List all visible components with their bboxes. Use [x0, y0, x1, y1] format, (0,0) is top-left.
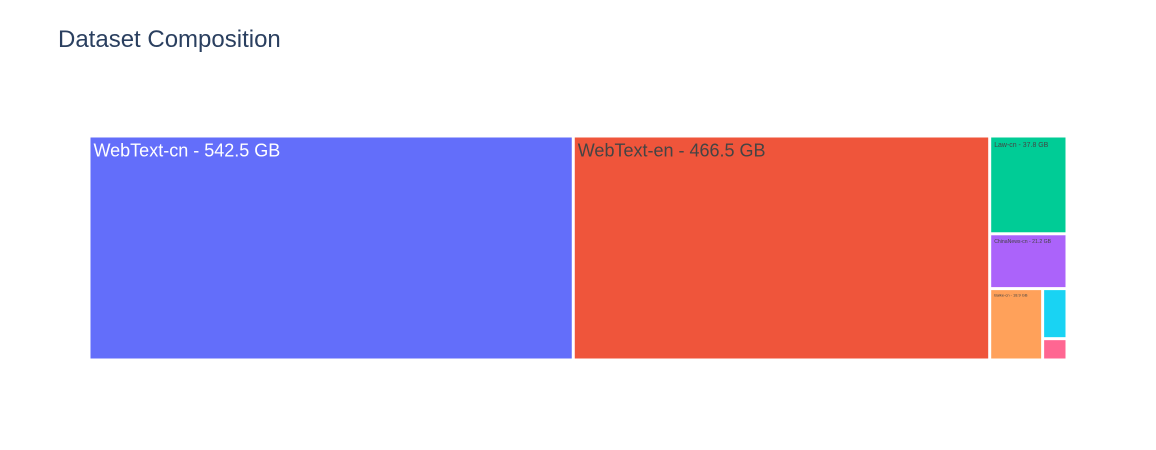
- treemap-label-chinanews-cn: ChinaNews-cn - 21.2 GB: [994, 239, 1051, 245]
- treemap-tile-item-6[interactable]: [1044, 290, 1066, 338]
- treemap-label-webtext-cn: WebText-cn - 542.5 GB: [94, 141, 281, 161]
- treemap-rect-law-cn[interactable]: [991, 137, 1066, 233]
- treemap-label-webtext-en: WebText-en - 466.5 GB: [578, 141, 766, 161]
- treemap-tile-webtext-en[interactable]: WebText-en - 466.5 GB: [574, 137, 989, 359]
- treemap-tile-webtext-cn[interactable]: WebText-cn - 542.5 GB: [90, 137, 572, 359]
- treemap-rect-webtext-en[interactable]: [574, 137, 989, 359]
- treemap-tile-item-7[interactable]: [1044, 340, 1066, 359]
- chart-title: Dataset Composition: [58, 26, 281, 53]
- treemap-rect-chinanews-cn[interactable]: [991, 235, 1066, 288]
- treemap-tile-law-cn[interactable]: Law-cn - 37.8 GB: [991, 137, 1066, 233]
- treemap-rect-webtext-cn[interactable]: [90, 137, 572, 359]
- treemap-rect-item-6[interactable]: [1044, 290, 1066, 338]
- treemap-tile-chinanews-cn[interactable]: ChinaNews-cn - 21.2 GB: [991, 235, 1066, 288]
- treemap-tile-baike-cn[interactable]: Baike-cn - 18.9 GB: [991, 290, 1042, 359]
- treemap-label-law-cn: Law-cn - 37.8 GB: [994, 142, 1048, 149]
- treemap-label-baike-cn: Baike-cn - 18.9 GB: [994, 293, 1028, 298]
- treemap-rect-baike-cn[interactable]: [991, 290, 1042, 359]
- treemap-rect-item-7[interactable]: [1044, 340, 1066, 359]
